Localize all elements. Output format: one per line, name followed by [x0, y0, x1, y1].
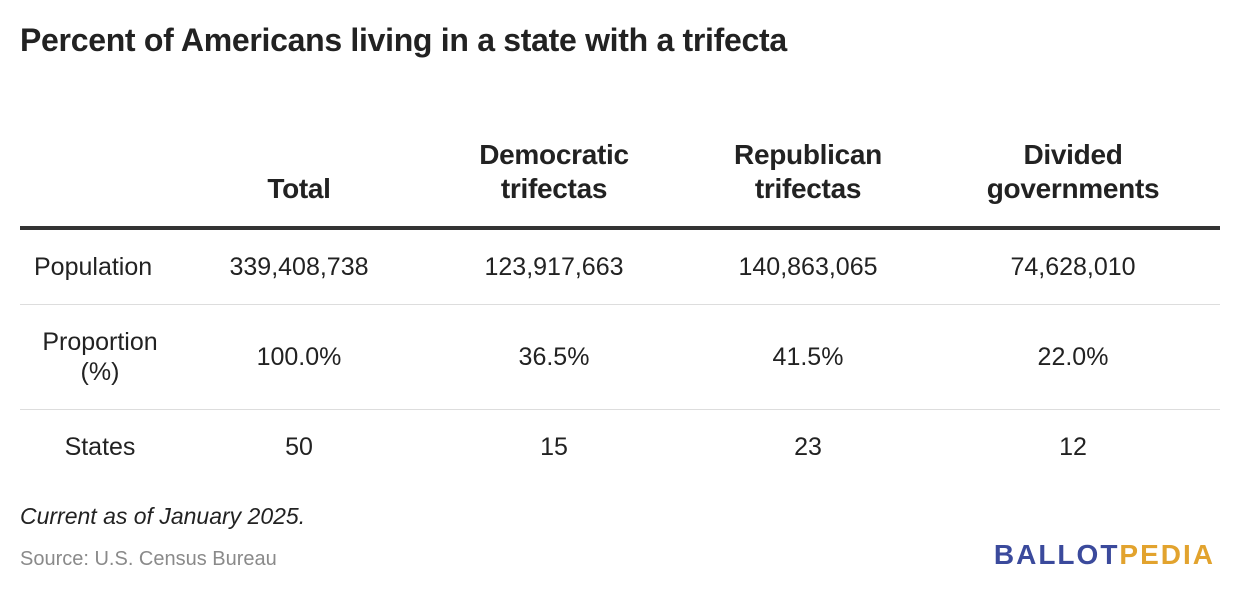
column-header-republican: Republican trifectas: [690, 108, 926, 230]
table-cell: 15: [540, 433, 568, 461]
column-header-divided: Divided governments: [926, 108, 1220, 230]
table-cell: 41.5%: [690, 304, 926, 410]
column-header-divided-line1: Divided: [1023, 139, 1123, 170]
column-header-total-text: Total: [267, 173, 331, 204]
trifecta-table: Total Democratic trifectas Republican tr…: [20, 108, 1220, 484]
ballotpedia-logo: BALLOTPEDIA: [993, 539, 1215, 570]
header-row: Total Democratic trifectas Republican tr…: [20, 108, 1220, 230]
column-header-total: Total: [180, 108, 418, 230]
table-cell: 100.0%: [180, 304, 418, 410]
table-cell: 339,408,738: [180, 228, 418, 305]
source-credit: Source: U.S. Census Bureau: [20, 548, 277, 570]
row-label-population: Population: [20, 228, 180, 305]
column-header-republican-line2: trifectas: [754, 173, 862, 204]
table-cell: 12: [1059, 433, 1087, 461]
table-cell: 36.5%: [418, 304, 690, 410]
table-cell: 23: [794, 433, 822, 461]
table-cell: 50: [285, 433, 313, 461]
chart-title: Percent of Americans living in a state w…: [20, 22, 787, 58]
table-row-population: Population 339,408,738 123,917,663 140,8…: [20, 228, 1220, 305]
table-cell: 140,863,065: [690, 228, 926, 305]
table-cell: 22.0%: [926, 304, 1220, 410]
column-header-democratic-line2: trifectas: [500, 173, 608, 204]
column-header-democratic-line1: Democratic: [479, 139, 629, 170]
table-cell: 123,917,663: [418, 228, 690, 305]
row-label-states: States: [64, 433, 136, 461]
column-header-blank: [20, 108, 180, 230]
table-row-proportion: Proportion (%) 100.0% 36.5% 41.5% 22.0%: [20, 304, 1220, 410]
row-label-proportion: Proportion (%): [20, 304, 180, 410]
footnote: Current as of January 2025.: [20, 503, 306, 529]
column-header-divided-line2: governments: [986, 173, 1160, 204]
table-row-states: States 50 15 23 12: [20, 410, 1220, 485]
column-header-democratic: Democratic trifectas: [418, 108, 690, 230]
table-cell: 74,628,010: [926, 228, 1220, 305]
column-header-republican-line1: Republican: [734, 139, 882, 170]
